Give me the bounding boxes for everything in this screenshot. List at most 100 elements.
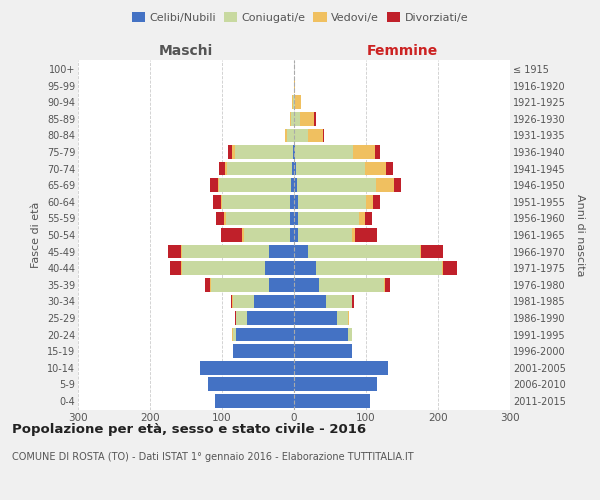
Bar [221,228,242,242]
Bar [222,195,290,208]
Bar [385,278,391,291]
Bar [244,228,290,242]
Bar [294,112,300,126]
Bar [232,146,235,159]
Bar [300,112,314,126]
Legend: Celibi/Nubili, Coniugati/e, Vedovi/e, Divorziati/e: Celibi/Nubili, Coniugati/e, Vedovi/e, Di… [127,8,473,28]
Bar [265,262,294,275]
Bar [420,245,421,258]
Bar [298,228,352,242]
Bar [227,162,292,175]
Text: COMUNE DI ROSTA (TO) - Dati ISTAT 1° gennaio 2016 - Elaborazione TUTTITALIA.IT: COMUNE DI ROSTA (TO) - Dati ISTAT 1° gen… [12,452,413,462]
Bar [182,245,269,258]
Bar [224,212,226,225]
Bar [298,195,366,208]
Bar [294,245,308,258]
Bar [298,212,359,225]
Bar [219,178,291,192]
Bar [352,228,355,242]
Bar [314,112,316,126]
Bar [292,96,293,109]
Bar [293,146,294,159]
Bar [294,128,308,142]
Bar [269,278,294,291]
Bar [294,212,298,225]
Bar [348,311,349,324]
Bar [353,146,374,159]
Bar [443,262,457,275]
Bar [319,278,384,291]
Bar [218,178,219,192]
Bar [215,212,224,225]
Bar [294,96,295,109]
Bar [394,178,401,192]
Bar [242,228,244,242]
Bar [230,294,232,308]
Bar [294,361,388,374]
Bar [229,146,232,159]
Bar [294,178,297,192]
Bar [294,278,319,291]
Bar [421,245,443,258]
Bar [292,162,294,175]
Bar [352,294,354,308]
Bar [225,162,227,175]
Bar [269,245,294,258]
Bar [294,294,326,308]
Bar [366,195,373,208]
Bar [374,146,380,159]
Bar [219,162,225,175]
Bar [170,262,181,275]
Bar [295,96,301,109]
Bar [386,162,394,175]
Bar [287,128,294,142]
Bar [308,245,420,258]
Bar [291,178,294,192]
Bar [247,311,294,324]
Bar [200,361,294,374]
Bar [215,394,294,407]
Bar [308,128,323,142]
Bar [235,311,236,324]
Bar [359,212,365,225]
Bar [294,162,296,175]
Bar [296,162,365,175]
Bar [235,146,293,159]
Bar [384,278,385,291]
Bar [236,328,294,342]
Bar [233,344,294,358]
Bar [323,128,324,142]
Bar [291,112,294,126]
Bar [294,195,298,208]
Bar [365,162,386,175]
Bar [290,195,294,208]
Bar [316,262,442,275]
Bar [236,311,247,324]
Bar [181,262,182,275]
Bar [294,262,316,275]
Bar [290,212,294,225]
Bar [181,245,182,258]
Bar [211,178,218,192]
Bar [294,344,352,358]
Bar [297,178,376,192]
Bar [232,294,233,308]
Y-axis label: Fasce di età: Fasce di età [31,202,41,268]
Bar [233,328,236,342]
Bar [286,128,287,142]
Bar [211,278,269,291]
Bar [365,212,372,225]
Bar [348,328,352,342]
Bar [182,262,265,275]
Bar [208,378,294,391]
Bar [254,294,294,308]
Bar [205,278,211,291]
Bar [290,228,294,242]
Bar [294,328,348,342]
Bar [294,79,295,92]
Bar [355,228,377,242]
Bar [294,311,337,324]
Bar [233,294,254,308]
Bar [221,195,222,208]
Bar [294,228,298,242]
